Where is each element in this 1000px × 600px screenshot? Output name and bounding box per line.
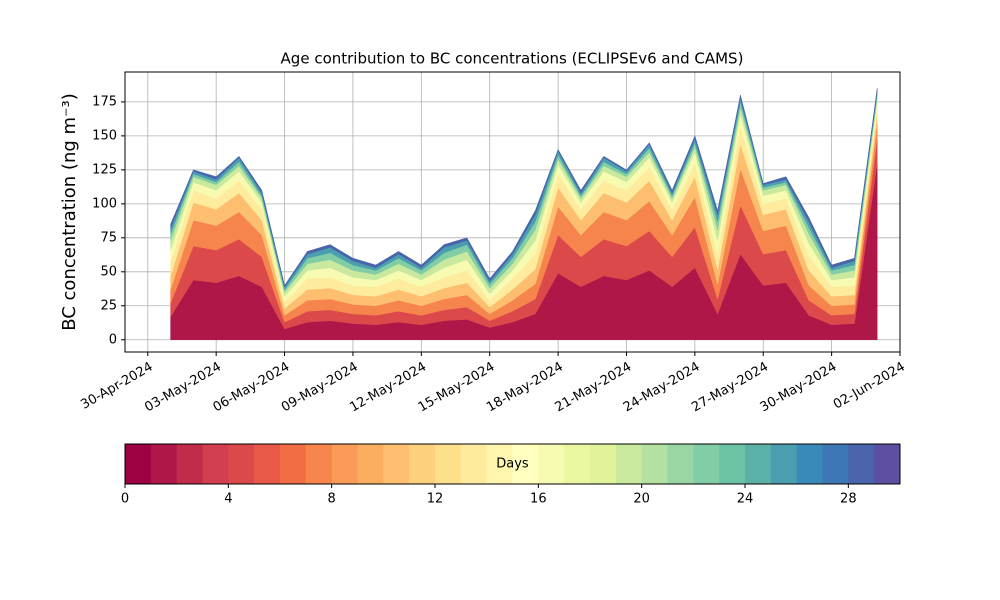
colorbar-bin xyxy=(641,444,668,484)
colorbar-bin xyxy=(435,444,462,484)
y-tick-label: 125 xyxy=(92,162,117,177)
colorbar-bin xyxy=(305,444,333,484)
colorbar-bin xyxy=(822,444,849,484)
colorbar-bin xyxy=(228,444,255,484)
colorbar-bin xyxy=(409,444,436,484)
colorbar-bin xyxy=(564,444,591,484)
colorbar-bin xyxy=(667,444,694,484)
x-tick-label: 24-May-2024 xyxy=(621,360,703,416)
colorbar-tick-label: 4 xyxy=(224,492,232,507)
x-tick-label: 02-Jun-2024 xyxy=(831,360,908,413)
x-tick-label: 27-May-2024 xyxy=(689,360,771,416)
colorbar-label: Days xyxy=(496,457,529,472)
x-tick-label: 15-May-2024 xyxy=(416,360,498,416)
colorbar-bin xyxy=(383,444,410,484)
colorbar-tick-label: 20 xyxy=(633,492,650,507)
colorbar-bin xyxy=(176,444,203,484)
colorbar-bin xyxy=(254,444,281,484)
colorbar-tick-label: 12 xyxy=(427,492,444,507)
colorbar-bin xyxy=(590,444,617,484)
colorbar-bin xyxy=(486,444,513,484)
colorbar-bin xyxy=(538,444,565,484)
y-tick-label: 175 xyxy=(92,94,117,109)
colorbar-bin xyxy=(357,444,384,484)
colorbar-bin xyxy=(460,444,488,484)
colorbar-bin xyxy=(615,444,643,484)
colorbar-tick-label: 8 xyxy=(328,492,336,507)
colorbar-tick-label: 24 xyxy=(737,492,754,507)
colorbar-bin xyxy=(331,444,358,484)
x-tick-label: 30-May-2024 xyxy=(758,360,840,416)
y-tick-label: 25 xyxy=(100,298,117,313)
x-tick-label: 09-May-2024 xyxy=(279,360,361,416)
colorbar-bin xyxy=(796,444,823,484)
y-tick-label: 100 xyxy=(92,196,117,211)
y-tick-label: 0 xyxy=(109,332,117,347)
y-tick-label: 50 xyxy=(100,264,117,279)
colorbar-bin xyxy=(125,444,152,484)
colorbar-bin xyxy=(745,444,772,484)
colorbar-bin xyxy=(202,444,229,484)
x-tick-label: 06-May-2024 xyxy=(211,360,293,416)
colorbar-bin xyxy=(770,444,798,484)
colorbar-bin xyxy=(693,444,720,484)
plot-frame xyxy=(124,71,901,353)
colorbar-tick-label: 28 xyxy=(840,492,857,507)
colorbar-tick-label: 16 xyxy=(530,492,547,507)
x-tick-label: 03-May-2024 xyxy=(142,360,224,416)
y-tick-label: 150 xyxy=(92,128,117,143)
colorbar-bin xyxy=(874,444,901,484)
y-tick-label: 75 xyxy=(100,230,117,245)
y-axis-label: BC concentration (ng m⁻³) xyxy=(59,93,80,331)
colorbar-bin xyxy=(848,444,875,484)
colorbar-bin xyxy=(512,444,539,484)
colorbar-tick-label: 0 xyxy=(121,492,129,507)
chart-title: Age contribution to BC concentrations (E… xyxy=(281,50,744,68)
x-tick-label: 21-May-2024 xyxy=(553,360,635,416)
colorbar-bin xyxy=(280,444,307,484)
area xyxy=(170,88,878,288)
x-tick-label: 12-May-2024 xyxy=(347,360,429,416)
colorbar-bin xyxy=(719,444,746,484)
x-tick-label: 18-May-2024 xyxy=(484,360,566,416)
colorbar-bin xyxy=(150,444,178,484)
colorbar-frame xyxy=(124,443,901,485)
